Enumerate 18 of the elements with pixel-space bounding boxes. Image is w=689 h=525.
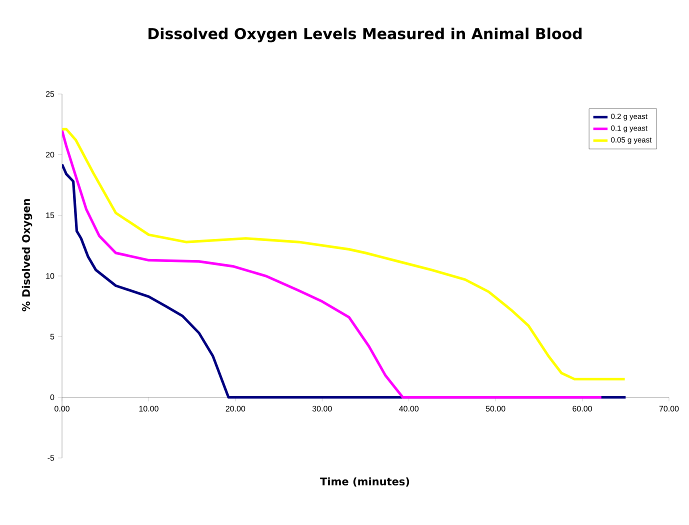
chart-title: Dissolved Oxygen Levels Measured in Animal Blood [148,28,582,42]
x-tick-label: 30.00 [312,406,332,412]
x-tick-label: 70.00 [659,406,679,412]
y-tick-label: 10 [46,273,54,279]
x-tick-label: 20.00 [226,406,246,412]
y-tick-label: 0 [50,394,54,400]
y-axis-title: % Disolved Oxygen [22,199,32,312]
y-tick-label: 15 [46,212,54,218]
x-tick-label: 10.00 [139,406,158,412]
y-tick-label: -5 [48,455,54,461]
y-tick-label: 25 [46,91,54,97]
x-tick-label: 40.00 [399,406,419,412]
y-tick-label: 20 [46,152,54,158]
y-tick-label: 5 [50,334,54,340]
x-tick-label: 0.00 [54,406,70,412]
x-axis-title: Time (minutes) [320,477,410,487]
x-tick-label: 50.00 [486,406,506,412]
x-tick-label: 60.00 [572,406,592,412]
